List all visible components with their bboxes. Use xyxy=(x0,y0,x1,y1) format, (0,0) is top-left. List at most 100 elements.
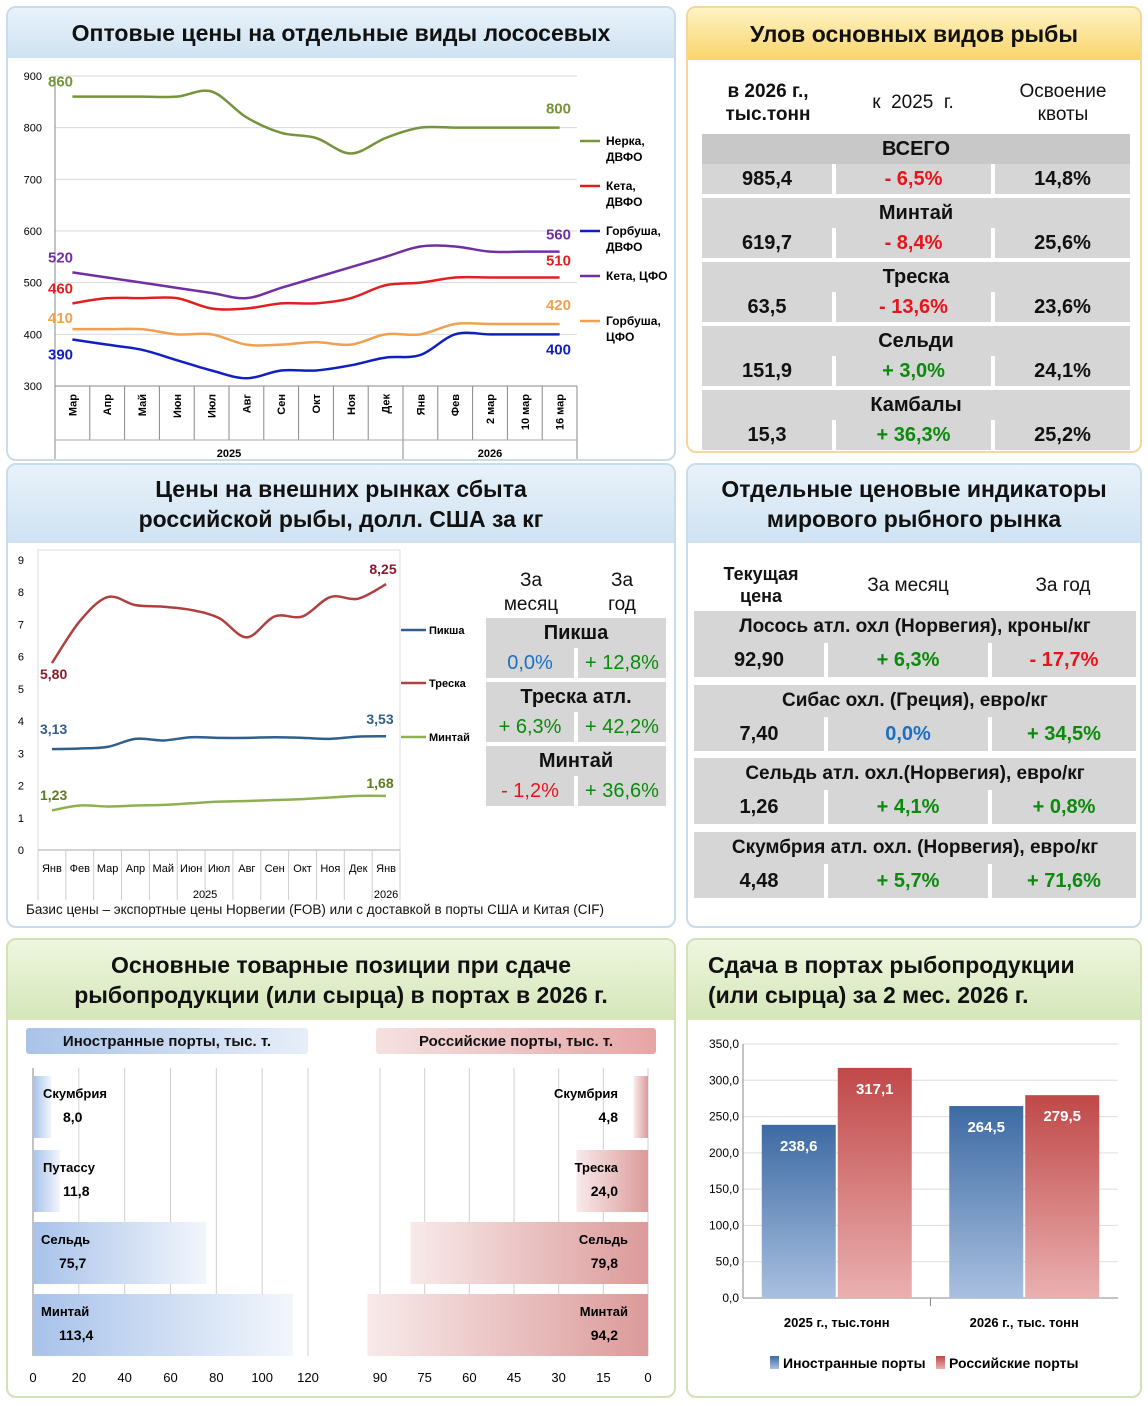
export-ytick: 4 xyxy=(18,716,24,728)
foreign-xtick: 60 xyxy=(163,1370,177,1385)
export-price-note: Базис цены – экспортные цены Норвегии (F… xyxy=(26,902,604,917)
catch-row-change: - 8,4% xyxy=(836,228,991,258)
indicator-row-price: 7,40 xyxy=(694,717,824,751)
export-month-label: Авг xyxy=(238,863,255,875)
catch-row-volume: 15,3 xyxy=(702,420,832,450)
delivery-bar-foreign xyxy=(949,1106,1024,1298)
delivery-bar-russian xyxy=(837,1067,912,1298)
export-year-label: 2026 xyxy=(374,889,398,901)
export-plot-area xyxy=(37,549,401,851)
russian-bar-value: 24,0 xyxy=(591,1183,618,1199)
export-ytick: 8 xyxy=(18,587,24,599)
catch-row-quota: 25,2% xyxy=(995,420,1130,450)
salmon-ytick: 900 xyxy=(24,71,42,83)
delivery-bar-value: 279,5 xyxy=(1043,1108,1081,1125)
delivery-title: Сдача в портах рыбопродукции (или сырца)… xyxy=(688,940,1140,1020)
salmon-start-label: 390 xyxy=(48,347,73,364)
russian-bar xyxy=(633,1076,648,1138)
foreign-bar-name: Сельдь xyxy=(41,1232,90,1247)
salmon-year-label: 2026 xyxy=(478,448,502,460)
indicator-row-name: Сельдь атл. охл.(Норвегия), евро/кг xyxy=(694,758,1136,790)
export-year-label: 2025 xyxy=(193,889,217,901)
foreign-bar xyxy=(33,1294,293,1356)
export-col-year: За год xyxy=(608,570,636,615)
delivery-ytick: 150,0 xyxy=(709,1182,739,1196)
russian-xtick: 60 xyxy=(462,1370,476,1385)
salmon-series-line xyxy=(72,275,560,311)
indicator-row-month: 0,0% xyxy=(828,717,988,751)
delivery-bar-russian xyxy=(1025,1095,1100,1298)
export-month-label: Дек xyxy=(349,863,368,875)
indicators-title: Отдельные ценовые индикаторы мирового ры… xyxy=(688,465,1140,543)
delivery-ytick: 350,0 xyxy=(709,1037,739,1051)
russian-xtick: 75 xyxy=(417,1370,431,1385)
russian-bar-name: Сельдь xyxy=(579,1232,628,1247)
indicator-row-month: + 6,3% xyxy=(828,643,988,677)
russian-bar-value: 94,2 xyxy=(591,1327,618,1343)
export-month-label: Июн xyxy=(180,863,202,875)
delivery-bar-value: 238,6 xyxy=(780,1138,818,1155)
export-series-line xyxy=(51,794,387,812)
foreign-xtick: 80 xyxy=(209,1370,223,1385)
foreign-bar xyxy=(33,1150,61,1212)
export-data-label: 8,25 xyxy=(369,561,396,577)
export-row-month: + 6,3% xyxy=(486,712,574,742)
export-month-label: Апр xyxy=(126,863,145,875)
catch-row-name: Минтай xyxy=(702,198,1130,228)
foreign-bar-value: 11,8 xyxy=(63,1183,90,1199)
export-ytick: 6 xyxy=(18,652,24,664)
catch-row-name: ВСЕГО xyxy=(702,134,1130,164)
catch-col-volume: в 2026 г., тыс.тонн xyxy=(725,81,811,125)
export-ytick: 9 xyxy=(18,555,24,567)
export-month-label: Янв xyxy=(42,863,62,875)
salmon-start-label: 410 xyxy=(48,310,73,327)
salmon-start-label: 860 xyxy=(48,74,73,91)
indicator-row-price: 1,26 xyxy=(694,790,824,824)
export-month-label: Июл xyxy=(208,863,230,875)
catch-col-quota: Освоение квоты xyxy=(1019,81,1107,125)
export-ytick: 3 xyxy=(18,748,24,760)
ports-panel: Основные товарные позиции при сдаче рыбо… xyxy=(6,938,676,1398)
export-legend-label: Пикша xyxy=(429,625,465,637)
salmon-end-label: 800 xyxy=(546,101,571,118)
foreign-bar-value: 75,7 xyxy=(59,1255,86,1271)
export-col-month: За месяц xyxy=(503,570,559,615)
delivery-panel: Сдача в портах рыбопродукции (или сырца)… xyxy=(686,938,1142,1398)
salmon-month-label: Окт xyxy=(311,393,323,413)
salmon-prices-panel: Оптовые цены на отдельные виды лососевых… xyxy=(6,6,676,461)
export-legend-label: Минтай xyxy=(429,732,470,744)
catch-row-name: Сельди xyxy=(702,326,1130,356)
salmon-end-label: 560 xyxy=(546,227,571,244)
foreign-ports-title: Иностранные порты, тыс. т. xyxy=(26,1028,308,1054)
salmon-legend-label: Кета, ЦФО xyxy=(606,269,667,283)
catch-row-change: + 36,3% xyxy=(836,420,991,450)
indicator-row-year: + 34,5% xyxy=(992,717,1136,751)
salmon-legend-label: Нерка, ДВФО xyxy=(606,134,645,164)
foreign-xtick: 0 xyxy=(29,1370,36,1385)
export-row-year: + 12,8% xyxy=(578,648,666,678)
foreign-bar-name: Скумбрия xyxy=(43,1086,107,1101)
salmon-month-label: Авг xyxy=(241,394,253,414)
foreign-bar-name: Минтай xyxy=(41,1304,89,1319)
salmon-legend-label: Горбуша, ДВФО xyxy=(606,224,661,254)
catch-title: Улов основных видов рыбы xyxy=(688,8,1140,60)
salmon-month-label: Июл xyxy=(207,394,219,418)
catch-row-volume: 985,4 xyxy=(702,164,832,194)
export-data-label: 1,68 xyxy=(366,775,393,791)
delivery-bar-value: 264,5 xyxy=(967,1119,1005,1136)
salmon-series-line xyxy=(72,331,560,380)
ports-title: Основные товарные позиции при сдаче рыбо… xyxy=(8,940,674,1020)
foreign-xtick: 20 xyxy=(72,1370,86,1385)
russian-bar xyxy=(367,1294,648,1356)
indicators-col-month: За месяц xyxy=(867,575,949,596)
catch-row-change: - 6,5% xyxy=(836,164,991,194)
export-month-label: Ноя xyxy=(320,863,340,875)
delivery-category-label: 2025 г., тыс.тонн xyxy=(784,1315,890,1330)
russian-xtick: 45 xyxy=(507,1370,521,1385)
export-ytick: 1 xyxy=(18,813,24,825)
delivery-bar-chart: 350,0 300,0 250,0 200,0 150,0 100,0 50,0 0,0 238… xyxy=(709,1037,1118,1371)
export-prices-chart: 9 8 7 6 5 4 3 2 1 0 Янв Фев Мар Апр Май Июн Июл Авг Сен Окт… xyxy=(18,549,470,901)
foreign-bar-value: 8,0 xyxy=(63,1109,83,1125)
catch-row-name: Треска xyxy=(702,262,1130,292)
salmon-series-line xyxy=(72,244,560,300)
